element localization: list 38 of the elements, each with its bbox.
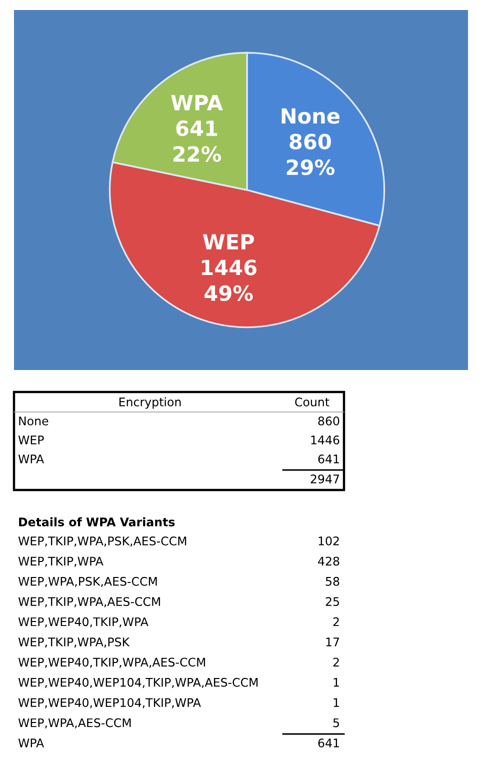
text: 1 bbox=[334, 698, 339, 707]
text: None bbox=[19, 416, 48, 426]
text: Count bbox=[295, 397, 330, 406]
text: WEP,WEP40,TKIP,WPA bbox=[18, 617, 148, 628]
text: 860 bbox=[318, 416, 340, 426]
text: WEP,TKIP,WPA bbox=[18, 556, 104, 567]
text: WEP bbox=[18, 436, 44, 444]
text: 17 bbox=[326, 638, 339, 646]
text: 102 bbox=[318, 536, 339, 546]
text: WEP,WEP40,WEP104,TKIP,WPA bbox=[18, 698, 201, 708]
data-label: 1446 49% bbox=[202, 260, 256, 302]
text: 1446 bbox=[311, 435, 340, 444]
slice-label: None bbox=[282, 108, 340, 124]
text: WPA bbox=[18, 454, 44, 464]
text: 641 bbox=[318, 454, 339, 464]
text: WEP,WEP40,WEP104,TKIP,WPA,AES-CCM bbox=[18, 678, 258, 688]
text: Encryption bbox=[119, 397, 181, 409]
text: WEP,TKIP,WPA,PSK bbox=[18, 637, 130, 648]
text: 641 bbox=[318, 738, 339, 748]
text: 25 bbox=[326, 597, 339, 606]
text: WEP,WPA,PSK,AES-CCM bbox=[18, 576, 157, 588]
data-label: 860 29% bbox=[286, 134, 334, 176]
data-label: 641 22% bbox=[173, 120, 222, 162]
slice-label: WEP bbox=[202, 234, 254, 250]
text: 5 bbox=[333, 718, 339, 728]
text: WEP,TKIP,WPA,AES-CCM bbox=[18, 597, 160, 608]
text: 428 bbox=[318, 556, 340, 566]
text: 1 bbox=[334, 678, 339, 687]
text: WPA bbox=[18, 738, 44, 748]
text: 2947 bbox=[310, 474, 339, 484]
text: Details of WPA Variants bbox=[19, 517, 175, 526]
text: WEP,WEP40,TKIP,WPA,AES-CCM bbox=[18, 658, 206, 668]
slice-label: WPA bbox=[171, 95, 223, 110]
text: 2 bbox=[333, 658, 339, 666]
text: WEP,WPA,AES-CCM bbox=[18, 718, 131, 728]
text: WEP,TKIP,WPA,PSK,AES-CCM bbox=[18, 536, 186, 547]
text: 58 bbox=[326, 576, 340, 586]
text: 2 bbox=[333, 617, 339, 626]
